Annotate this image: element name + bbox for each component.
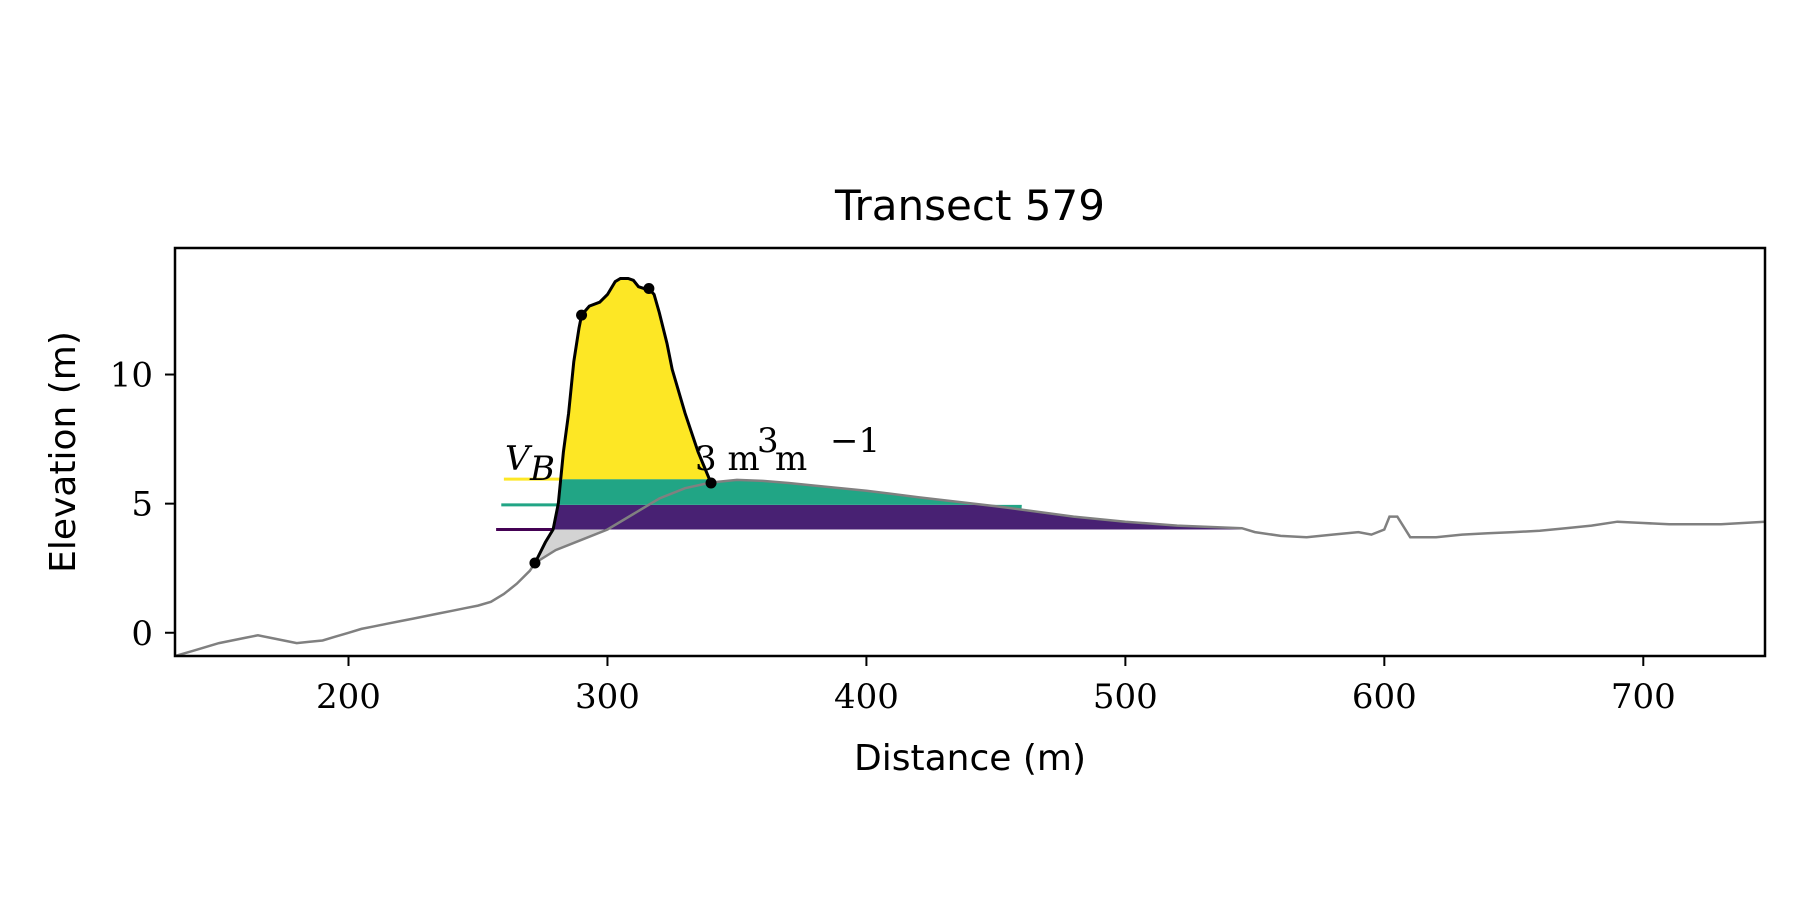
annotation-units-exp1: 3: [757, 421, 779, 461]
dune-marker-point: [529, 557, 541, 569]
volume-band-fill: [558, 479, 1022, 510]
y-axis: 0 5 10: [110, 356, 175, 654]
dune-line: [533, 277, 713, 564]
y-tick-label: 0: [131, 614, 153, 654]
x-tick-label: 600: [1352, 677, 1417, 717]
x-tick-label: 500: [1093, 677, 1158, 717]
dune-markers: [529, 283, 717, 569]
plot-frame: [173, 246, 1767, 658]
x-tick-label: 700: [1611, 677, 1676, 717]
dune-marker-point: [576, 309, 588, 321]
lower-volume-fill: [535, 529, 608, 563]
dune-marker-point: [705, 477, 717, 489]
annotation-units-mid: m: [775, 439, 807, 479]
volume-fills: [535, 278, 1250, 563]
y-axis-label: Elevation (m): [43, 331, 84, 573]
chart-title: Transect 579: [834, 181, 1105, 230]
dune-marker-point: [643, 283, 655, 295]
annotation-variable: V: [505, 439, 533, 479]
x-tick-label: 400: [834, 677, 899, 717]
y-tick-label: 10: [110, 356, 153, 396]
profile-lines: [175, 277, 1765, 656]
profile-line: [175, 478, 1765, 656]
volume-band-fill: [553, 504, 1250, 531]
x-tick-label: 300: [575, 677, 640, 717]
x-axis-label: Distance (m): [854, 738, 1086, 779]
annotation-subscript: B: [529, 449, 555, 489]
plot-area: [175, 277, 1765, 656]
annotation-units: 3 m: [695, 439, 760, 479]
annotation-units-exp2: −1: [830, 421, 880, 461]
x-tick-label: 200: [316, 677, 381, 717]
dune-volume-fill: [560, 278, 710, 480]
x-axis: 200 300 400 500 600 700: [316, 656, 1676, 717]
y-tick-label: 5: [131, 485, 153, 525]
